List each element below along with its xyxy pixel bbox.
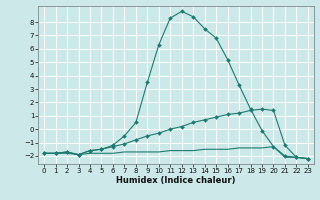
X-axis label: Humidex (Indice chaleur): Humidex (Indice chaleur) — [116, 176, 236, 185]
